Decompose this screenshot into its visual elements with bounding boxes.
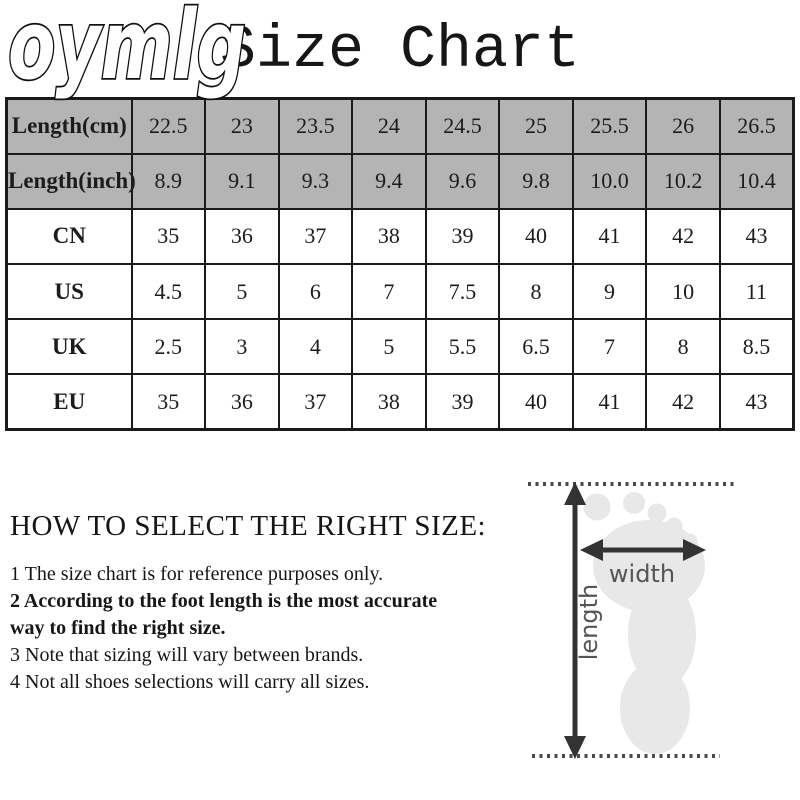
row-label: CN bbox=[5, 207, 133, 265]
table-cell: 43 bbox=[718, 207, 795, 265]
row-label: UK bbox=[5, 318, 133, 376]
table-cell: 3 bbox=[204, 318, 280, 376]
table-cell: 10.2 bbox=[645, 152, 721, 210]
table-cell: 40 bbox=[498, 373, 574, 431]
table-cell: 26.5 bbox=[718, 97, 795, 155]
table-cell: 36 bbox=[204, 207, 280, 265]
table-cell: 9.8 bbox=[498, 152, 574, 210]
table-cell: 8 bbox=[498, 262, 574, 321]
footprint-icon bbox=[583, 492, 705, 754]
table-cell: 26 bbox=[645, 97, 721, 155]
table-cell: 8.5 bbox=[718, 318, 795, 376]
table-cell: 42 bbox=[645, 373, 721, 431]
table-row: UK 2.5 3 4 5 5.5 6.5 7 8 8.5 bbox=[5, 318, 795, 376]
table-cell: 41 bbox=[571, 373, 648, 431]
table-cell: 37 bbox=[277, 373, 354, 431]
table-cell: 6 bbox=[277, 262, 354, 321]
table-cell: 36 bbox=[204, 373, 280, 431]
table-cell: 9 bbox=[571, 262, 648, 321]
guide-item: 1 The size chart is for reference purpos… bbox=[10, 563, 384, 585]
table-row: Length(cm) 22.5 23 23.5 24 24.5 25 25.5 26 26.5 bbox=[5, 97, 795, 155]
table-cell: 40 bbox=[498, 207, 574, 265]
table-cell: 10.0 bbox=[571, 152, 648, 210]
table-cell: 8.9 bbox=[130, 152, 207, 210]
table-row: EU 35 36 37 38 39 40 41 42 43 bbox=[5, 373, 795, 431]
table-cell: 39 bbox=[424, 373, 501, 431]
guide-list: 1 The size chart is for reference purpos… bbox=[10, 561, 470, 696]
table-cell: 9.4 bbox=[351, 152, 427, 210]
table-row: US 4.5 5 6 7 7.5 8 9 10 11 bbox=[5, 262, 795, 321]
table-cell: 43 bbox=[718, 373, 795, 431]
table-cell: 5 bbox=[351, 318, 427, 376]
size-table-body: Length(cm) 22.5 23 23.5 24 24.5 25 25.5 26 26.5 Le… bbox=[5, 97, 795, 431]
row-label: US bbox=[5, 262, 133, 321]
table-cell: 7 bbox=[571, 318, 648, 376]
foot-measurement-diagram: width length bbox=[528, 482, 734, 759]
table-cell: 22.5 bbox=[130, 97, 207, 155]
guide-section: HOW TO SELECT THE RIGHT SIZE: 1 The size… bbox=[10, 510, 487, 696]
width-arrow-icon bbox=[580, 539, 706, 561]
width-label: width bbox=[609, 560, 675, 588]
guide-item: 2 According to the foot length is the mo… bbox=[10, 590, 438, 639]
table-cell: 37 bbox=[277, 207, 354, 265]
table-cell: 35 bbox=[130, 207, 207, 265]
guide-heading: HOW TO SELECT THE RIGHT SIZE: bbox=[10, 510, 487, 542]
table-cell: 24.5 bbox=[424, 97, 501, 155]
table-cell: 11 bbox=[718, 262, 795, 321]
table-cell: 35 bbox=[130, 373, 207, 431]
table-cell: 39 bbox=[424, 207, 501, 265]
table-cell: 9.1 bbox=[204, 152, 280, 210]
table-cell: 24 bbox=[351, 97, 427, 155]
page-title: Size Chart bbox=[219, 17, 581, 85]
table-cell: 41 bbox=[571, 207, 648, 265]
table-cell: 9.6 bbox=[424, 152, 501, 210]
table-cell: 8 bbox=[645, 318, 721, 376]
size-table: Length(cm) 22.5 23 23.5 24 24.5 25 25.5 26 26.5 Le… bbox=[5, 97, 795, 431]
length-arrow-icon bbox=[564, 482, 586, 759]
table-cell: 23 bbox=[204, 97, 280, 155]
table-cell: 38 bbox=[351, 207, 427, 265]
table-cell: 38 bbox=[351, 373, 427, 431]
table-row: CN 35 36 37 38 39 40 41 42 43 bbox=[5, 207, 795, 265]
watermark-text: oymlg bbox=[8, 0, 246, 101]
table-cell: 7 bbox=[351, 262, 427, 321]
table-cell: 2.5 bbox=[130, 318, 207, 376]
row-label: Length(inch) bbox=[5, 152, 136, 210]
row-label: EU bbox=[5, 373, 133, 431]
row-label: Length(cm) bbox=[5, 97, 133, 155]
brand-watermark: oymlg bbox=[6, 0, 248, 103]
table-row: Length(inch) 8.9 9.1 9.3 9.4 9.6 9.8 10.0 10.2 10… bbox=[5, 152, 795, 210]
table-cell: 23.5 bbox=[277, 97, 354, 155]
table-cell: 9.3 bbox=[277, 152, 354, 210]
table-cell: 6.5 bbox=[498, 318, 574, 376]
length-label: length bbox=[575, 584, 603, 661]
table-cell: 5.5 bbox=[424, 318, 501, 376]
table-cell: 10.4 bbox=[718, 152, 795, 210]
table-cell: 25 bbox=[498, 97, 574, 155]
guide-item: 3 Note that sizing will vary between bra… bbox=[10, 644, 364, 666]
table-cell: 7.5 bbox=[424, 262, 501, 321]
table-cell: 4 bbox=[277, 318, 354, 376]
table-cell: 25.5 bbox=[571, 97, 648, 155]
guide-item: 4 Not all shoes selections will carry al… bbox=[10, 671, 370, 693]
table-cell: 4.5 bbox=[130, 262, 207, 321]
table-cell: 42 bbox=[645, 207, 721, 265]
table-cell: 5 bbox=[204, 262, 280, 321]
table-cell: 10 bbox=[645, 262, 721, 321]
